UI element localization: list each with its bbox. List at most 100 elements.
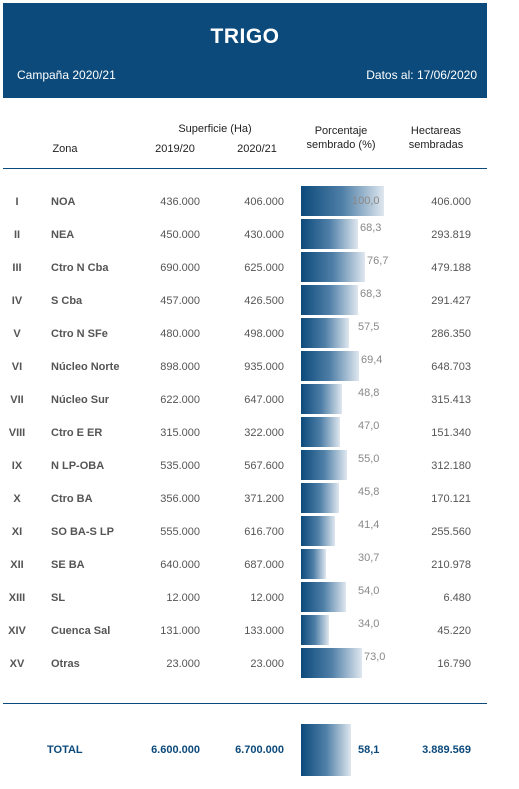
- total-divider: [3, 703, 487, 704]
- superficie-2021: 935.000: [244, 361, 284, 373]
- table-row: XV Otras 23.000 23.000 16.790 73,0: [0, 648, 490, 681]
- header-divider: [3, 168, 487, 169]
- percent-label: 34,0: [358, 618, 380, 630]
- zone-number: XI: [11, 526, 23, 538]
- percent-bar: [301, 549, 326, 579]
- zone-table: I NOA 436.000 406.000 406.000 100,0 II NEA 450.0…: [0, 186, 490, 681]
- superficie-1920: 898.000: [160, 361, 200, 373]
- zone-number: I: [15, 196, 19, 208]
- superficie-2021: 567.600: [244, 460, 284, 472]
- superficie-1920: 622.000: [160, 394, 200, 406]
- total-percent: 58,1: [358, 744, 380, 756]
- table-row: XII SE BA 640.000 687.000 210.978 30,7: [0, 549, 490, 582]
- percent-label: 48,8: [358, 387, 380, 399]
- hectareas-sembradas: 286.350: [431, 328, 471, 340]
- percent-bar: [301, 351, 359, 381]
- table-row: VI Núcleo Norte 898.000 935.000 648.703 69,4: [0, 351, 490, 384]
- zone-name: SL: [51, 592, 66, 604]
- report-title: TRIGO: [210, 25, 280, 48]
- superficie-2021: 23.000: [250, 658, 284, 670]
- percent-bar: [301, 186, 384, 216]
- col-superficie: Superficie (Ha): [178, 123, 252, 135]
- superficie-2021: 371.200: [244, 493, 284, 505]
- percent-label: 100,0: [352, 195, 380, 207]
- superficie-2021: 430.000: [244, 229, 284, 241]
- percent-label: 30,7: [358, 552, 380, 564]
- percent-label: 47,0: [358, 420, 380, 432]
- superficie-1920: 23.000: [166, 658, 200, 670]
- hectareas-sembradas: 479.188: [431, 262, 471, 274]
- report-header: TRIGO Campaña 2020/21 Datos al: 17/06/20…: [3, 3, 487, 98]
- campaign-label: Campaña 2020/21: [17, 68, 116, 82]
- percent-label: 57,5: [358, 321, 380, 333]
- superficie-1920: 480.000: [160, 328, 200, 340]
- percent-bar: [301, 582, 346, 612]
- percent-bar: [301, 318, 349, 348]
- table-row: XIV Cuenca Sal 131.000 133.000 45.220 34,0: [0, 615, 490, 648]
- percent-bar: [301, 285, 358, 315]
- percent-label: 76,7: [367, 255, 389, 267]
- col-year1: 2019/20: [155, 143, 195, 155]
- hectareas-sembradas: 648.703: [431, 361, 471, 373]
- col-zona: Zona: [52, 143, 78, 155]
- superficie-2021: 647.000: [244, 394, 284, 406]
- zone-number: II: [13, 229, 21, 241]
- percent-bar: [301, 648, 362, 678]
- zone-number: IV: [11, 295, 23, 307]
- percent-label: 45,8: [358, 486, 380, 498]
- zone-name: Ctro N Cba: [51, 262, 109, 274]
- percent-label: 55,0: [358, 453, 380, 465]
- percent-bar: [301, 615, 329, 645]
- superficie-2021: 406.000: [244, 196, 284, 208]
- percent-bar: [301, 219, 358, 249]
- percent-label: 41,4: [358, 519, 380, 531]
- zone-number: XII: [10, 559, 24, 571]
- hectareas-sembradas: 16.790: [437, 658, 471, 670]
- zone-number: XV: [9, 658, 25, 670]
- table-row: IV S Cba 457.000 426.500 291.427 68,3: [0, 285, 490, 318]
- table-row: II NEA 450.000 430.000 293.819 68,3: [0, 219, 490, 252]
- hectareas-sembradas: 291.427: [431, 295, 471, 307]
- hectareas-sembradas: 315.413: [431, 394, 471, 406]
- table-row: III Ctro N Cba 690.000 625.000 479.188 76,7: [0, 252, 490, 285]
- total-hectareas: 3.889.569: [422, 744, 471, 756]
- zone-number: V: [13, 328, 21, 340]
- hectareas-sembradas: 406.000: [431, 196, 471, 208]
- hectareas-sembradas: 6.480: [443, 592, 471, 604]
- zone-name: Ctro BA: [51, 493, 93, 505]
- total-label: TOTAL: [47, 744, 83, 756]
- zone-number: IX: [11, 460, 23, 472]
- zone-number: VIII: [8, 427, 26, 439]
- zone-name: N LP-OBA: [51, 460, 105, 472]
- hectareas-sembradas: 293.819: [431, 229, 471, 241]
- superficie-1920: 450.000: [160, 229, 200, 241]
- superficie-1920: 436.000: [160, 196, 200, 208]
- superficie-2021: 133.000: [244, 625, 284, 637]
- zone-name: Cuenca Sal: [51, 625, 111, 637]
- total-row: TOTAL 6.600.000 6.700.000 58,1 3.889.569: [0, 724, 490, 776]
- zone-name: SO BA-S LP: [51, 526, 114, 538]
- superficie-2021: 12.000: [250, 592, 284, 604]
- zone-name: Otras: [51, 658, 80, 670]
- date-info: Datos al: 17/06/2020: [366, 68, 477, 82]
- total-percent-bar: [301, 724, 351, 776]
- percent-bar: [301, 252, 365, 282]
- zone-name: NOA: [51, 196, 76, 208]
- table-row: X Ctro BA 356.000 371.200 170.121 45,8: [0, 483, 490, 516]
- hectareas-sembradas: 170.121: [431, 493, 471, 505]
- superficie-2021: 625.000: [244, 262, 284, 274]
- total-superficie-1920: 6.600.000: [151, 744, 200, 756]
- zone-name: Ctro N SFe: [51, 328, 108, 340]
- superficie-2021: 616.700: [244, 526, 284, 538]
- superficie-2021: 687.000: [244, 559, 284, 571]
- hectareas-sembradas: 151.340: [431, 427, 471, 439]
- zone-name: NEA: [51, 229, 75, 241]
- hectareas-sembradas: 255.560: [431, 526, 471, 538]
- table-row: XI SO BA-S LP 555.000 616.700 255.560 41,4: [0, 516, 490, 549]
- col-hectareas: Hectareas sembradas: [408, 125, 464, 151]
- superficie-1920: 131.000: [160, 625, 200, 637]
- superficie-1920: 555.000: [160, 526, 200, 538]
- percent-bar: [301, 483, 339, 513]
- percent-label: 68,3: [360, 222, 382, 234]
- zone-name: Ctro E ER: [51, 427, 103, 439]
